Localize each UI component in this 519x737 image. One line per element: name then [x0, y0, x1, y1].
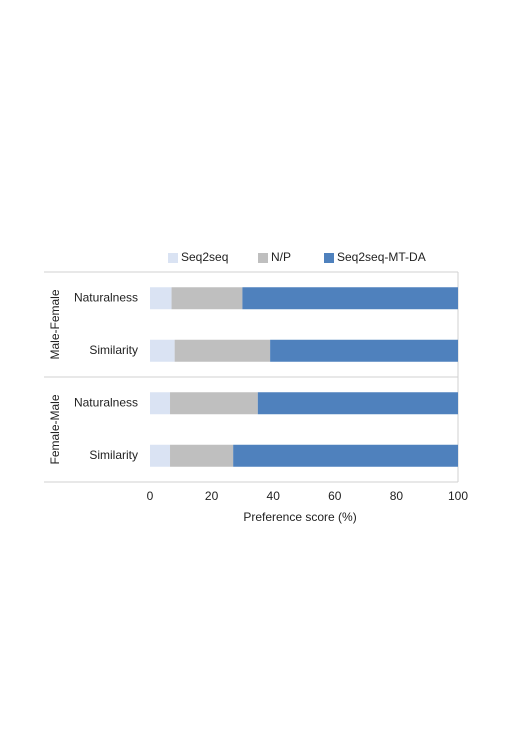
group-label: Female-Male	[48, 394, 62, 464]
bar-segment	[150, 287, 172, 310]
bar-segment	[150, 444, 171, 467]
x-tick-label: 80	[390, 489, 404, 503]
legend-swatch	[324, 253, 334, 263]
bar-segment	[174, 339, 271, 362]
bar-segment	[150, 339, 175, 362]
bar-segment	[150, 392, 171, 415]
x-tick-label: 20	[205, 489, 219, 503]
x-axis-title: Preference score (%)	[243, 510, 356, 524]
legend-label: N/P	[271, 250, 291, 264]
y-tick-label: Naturalness	[74, 395, 138, 409]
legend-label: Seq2seq	[181, 250, 228, 264]
legend-swatch	[258, 253, 268, 263]
legend-swatch	[168, 253, 178, 263]
x-tick-label: 100	[448, 489, 468, 503]
bar-segment	[233, 444, 458, 467]
bar-segment	[270, 339, 458, 362]
bar-segment	[171, 287, 243, 310]
x-tick-label: 60	[328, 489, 342, 503]
bar-segment	[242, 287, 458, 310]
x-tick-label: 0	[147, 489, 154, 503]
y-tick-label: Naturalness	[74, 290, 138, 304]
legend-label: Seq2seq-MT-DA	[337, 250, 426, 264]
bar-segment	[257, 392, 458, 415]
x-tick-label: 40	[267, 489, 281, 503]
y-tick-label: Similarity	[89, 448, 138, 462]
bar-segment	[170, 444, 234, 467]
y-tick-label: Similarity	[89, 343, 138, 357]
bar-segment	[170, 392, 258, 415]
group-label: Male-Female	[48, 289, 62, 359]
